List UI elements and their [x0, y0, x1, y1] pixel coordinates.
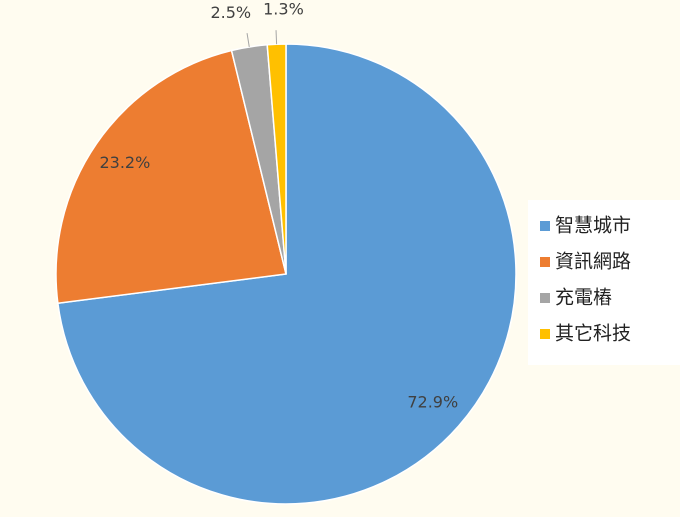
leader-line [275, 30, 278, 45]
legend-label: 充電樁 [555, 287, 612, 309]
data-label: 72.9% [407, 393, 458, 412]
legend-label: 其它科技 [555, 323, 631, 345]
data-label: 23.2% [99, 153, 150, 172]
pie-slice [55, 49, 287, 305]
data-label: 1.3% [263, 0, 304, 19]
legend-label: 智慧城市 [555, 215, 631, 237]
legend-swatch [540, 293, 550, 303]
legend-label: 資訊網路 [555, 251, 631, 273]
data-label: 2.5% [210, 3, 251, 22]
legend-swatch [540, 329, 550, 339]
legend-swatch [540, 221, 550, 231]
legend-swatch [540, 257, 550, 267]
pie-slice [57, 43, 517, 505]
legend-box [528, 200, 680, 365]
leader-line [246, 33, 250, 48]
